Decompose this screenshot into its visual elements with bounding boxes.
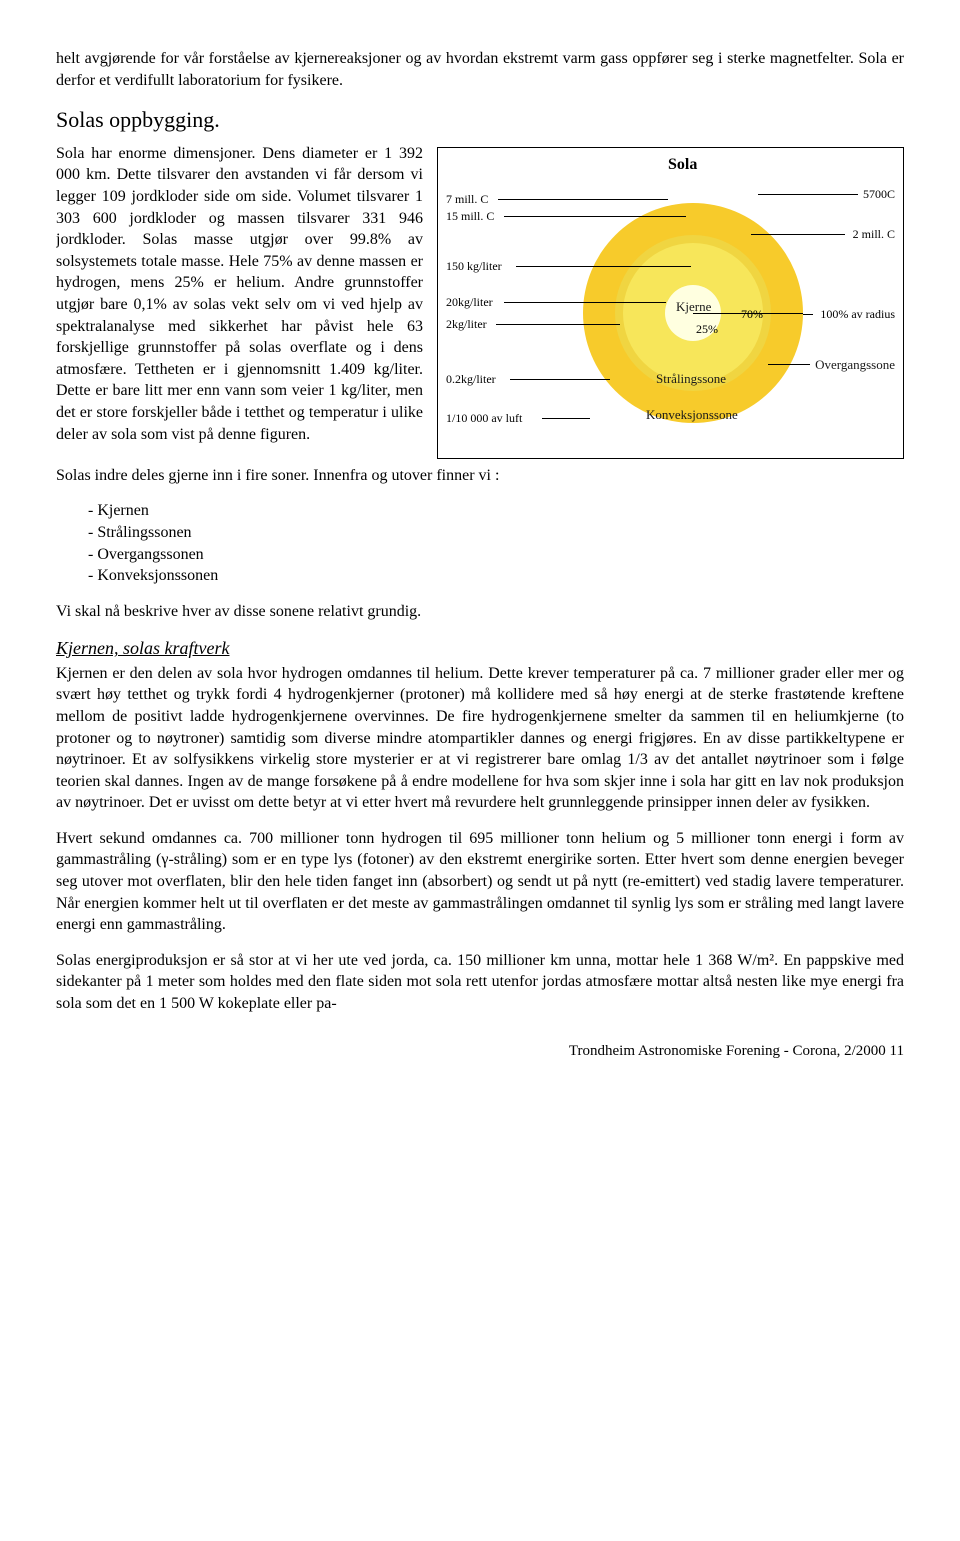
label-02kg: 0.2kg/liter [446,373,496,385]
label-overgangssone: Overgangssone [815,358,895,371]
label-15millC: 15 mill. C [446,210,494,222]
sun-figure: Sola 7 mill. C 15 mill. C 150 kg/liter 2… [437,147,904,459]
output-paragraph: Solas energiproduksjon er så stor at vi … [56,950,904,1015]
lead-2millC [751,234,845,235]
lead-7millC [498,199,668,200]
page-footer: Trondheim Astronomiske Forening - Corona… [56,1041,904,1061]
list-item: - Overgangssonen [88,544,904,566]
label-7millC: 7 mill. C [446,193,488,205]
energy-paragraph: Hvert sekund omdannes ca. 700 millioner … [56,828,904,936]
section-title: Solas oppbygging. [56,105,904,135]
zones-intro-paragraph: Solas indre deles gjerne inn i fire sone… [56,465,904,487]
lead-150kg [516,266,691,267]
describe-paragraph: Vi skal nå beskrive hver av disse sonene… [56,601,904,623]
label-air: 1/10 000 av luft [446,412,522,424]
dimensions-block: Sola 7 mill. C 15 mill. C 150 kg/liter 2… [56,143,904,465]
list-item: - Strålingssonen [88,522,904,544]
label-70pct: 70% [741,308,763,320]
sun-figure-box: Sola 7 mill. C 15 mill. C 150 kg/liter 2… [437,147,904,459]
label-20kg: 20kg/liter [446,296,493,308]
label-25pct: 25% [696,323,718,335]
figure-title: Sola [668,154,697,176]
label-2millC: 2 mill. C [853,228,895,240]
lead-20kg [504,302,666,303]
lead-5700C [758,194,858,195]
lead-100pct [803,314,813,315]
label-150kg: 150 kg/liter [446,260,502,272]
radius-line [693,313,803,314]
core-paragraph: Kjernen er den delen av sola hvor hydrog… [56,663,904,814]
label-2kg: 2kg/liter [446,318,487,330]
label-5700C: 5700C [863,188,895,200]
lead-02kg [510,379,610,380]
list-item: - Kjernen [88,500,904,522]
subsection-title-core: Kjernen, solas kraftverk [56,636,904,660]
zone-label-convection: Konveksjonssone [646,406,738,424]
lead-overgangssone [768,364,810,365]
zone-label-radiation: Strålingssone [656,370,726,388]
list-item: - Konveksjonssonen [88,565,904,587]
label-100pct: 100% av radius [820,308,895,320]
lead-15millC [504,216,686,217]
zones-list: - Kjernen - Strålingssonen - Overgangsso… [88,500,904,586]
intro-paragraph: helt avgjørende for vår forståelse av kj… [56,48,904,91]
lead-2kg [496,324,620,325]
lead-air [542,418,590,419]
